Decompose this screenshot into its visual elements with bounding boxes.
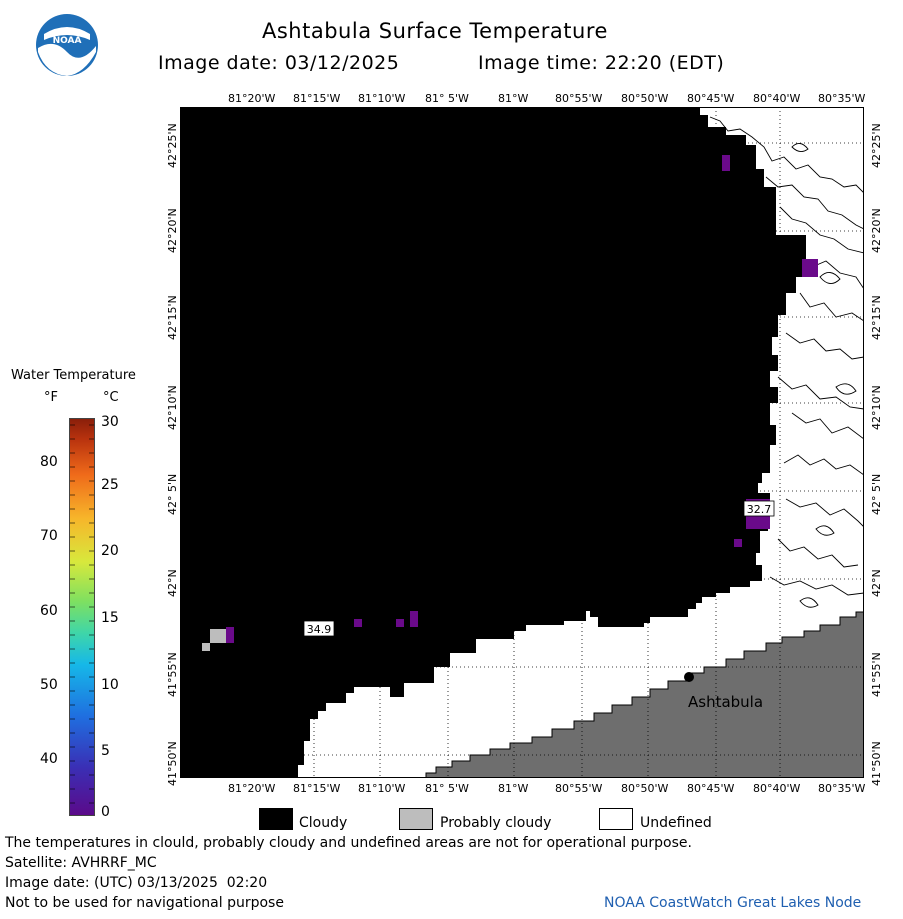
top-lon-label: 81°W xyxy=(498,92,529,105)
bottom-lon-label: 80°35'W xyxy=(818,782,866,795)
colorbar-c-tick: 15 xyxy=(101,610,119,626)
colorbar-c-tick: 10 xyxy=(101,677,119,693)
left-lat-label: 42°15'N xyxy=(166,295,179,340)
cold-water-pixel xyxy=(410,611,418,627)
value-label-32-7: 32.7 xyxy=(743,500,775,517)
bottom-lon-label: 81°10'W xyxy=(358,782,406,795)
cold-water-pixel xyxy=(802,259,818,277)
colorbar-c-tick: 25 xyxy=(101,477,119,493)
legend-label-cloudy: Cloudy xyxy=(299,815,348,831)
right-lat-label: 42°N xyxy=(870,569,883,597)
bottom-lon-label: 81°20'W xyxy=(228,782,276,795)
top-lon-label: 81°20'W xyxy=(228,92,276,105)
top-lon-label: 81°10'W xyxy=(358,92,406,105)
colorbar-title: Water Temperature xyxy=(11,368,136,383)
bottom-lon-label: 80°45'W xyxy=(687,782,735,795)
footer-satellite: Satellite: AVHRRF_MC xyxy=(5,855,157,871)
colorbar-c-tick: 5 xyxy=(101,743,110,759)
left-lat-label: 41°50'N xyxy=(166,741,179,786)
footer-credit[interactable]: NOAA CoastWatch Great Lakes Node xyxy=(604,895,862,911)
page-title: Ashtabula Surface Temperature xyxy=(262,19,608,43)
left-lat-label: 41°55'N xyxy=(166,652,179,697)
land-area xyxy=(425,611,865,779)
cold-water-pixel xyxy=(396,619,404,627)
cold-water-pixel xyxy=(722,155,730,171)
top-lon-label: 80°45'W xyxy=(687,92,735,105)
top-lon-label: 80°40'W xyxy=(753,92,801,105)
colorbar-f-tick: 60 xyxy=(40,603,58,619)
legend-label-probably-cloudy: Probably cloudy xyxy=(440,815,552,831)
left-lat-label: 42°10'N xyxy=(166,385,179,430)
legend-swatch-probably-cloudy xyxy=(399,808,433,830)
probably-cloudy-pixel xyxy=(202,643,210,651)
svg-text:32.7: 32.7 xyxy=(747,503,772,516)
left-lat-label: 42°20'N xyxy=(166,208,179,253)
footer-utc-date: Image date: (UTC) 03/13/2025 02:20 xyxy=(5,875,268,891)
cold-water-pixel xyxy=(354,619,362,627)
top-lon-label: 80°50'W xyxy=(621,92,669,105)
top-lon-label: 80°35'W xyxy=(818,92,866,105)
cloudy-area xyxy=(180,107,806,778)
colorbar-f-tick: 80 xyxy=(40,454,58,470)
right-lat-label: 41°55'N xyxy=(870,652,883,697)
left-lat-label: 42° 5'N xyxy=(166,473,179,515)
probably-cloudy-pixel xyxy=(210,629,226,643)
colorbar-c-tick: 0 xyxy=(101,804,110,820)
footer-note: The temperatures in clould, probably clo… xyxy=(5,835,692,851)
right-lat-label: 42°10'N xyxy=(870,385,883,430)
right-lat-label: 42°15'N xyxy=(870,295,883,340)
cold-water-pixel xyxy=(734,539,742,547)
colorbar-c-tick: 30 xyxy=(101,414,119,430)
svg-text:NOAA: NOAA xyxy=(53,36,82,46)
left-lat-label: 42°N xyxy=(166,569,179,597)
legend-swatch-cloudy xyxy=(259,808,293,830)
colorbar-c-tick: 20 xyxy=(101,543,119,559)
legend-swatch-undefined xyxy=(599,808,633,830)
svg-text:34.9: 34.9 xyxy=(307,623,332,636)
value-label-34-9: 34.9 xyxy=(303,620,335,637)
bottom-lon-label: 81°W xyxy=(498,782,529,795)
cold-water-pixel xyxy=(226,627,234,643)
colorbar-f-tick: 50 xyxy=(40,677,58,693)
bottom-lon-label: 80°55'W xyxy=(555,782,603,795)
colorbar-unit-c: °C xyxy=(103,390,119,405)
image-time: Image time: 22:20 (EDT) xyxy=(478,52,725,74)
city-marker[interactable] xyxy=(684,672,694,682)
image-date: Image date: 03/12/2025 xyxy=(158,52,400,74)
footer-nav-warning: Not to be used for navigational purpose xyxy=(5,895,284,911)
right-lat-label: 42°20'N xyxy=(870,208,883,253)
bottom-lon-label: 81°15'W xyxy=(293,782,341,795)
contour-lines xyxy=(709,116,865,608)
city-label: Ashtabula xyxy=(688,693,763,711)
bottom-lon-label: 81° 5'W xyxy=(425,782,469,795)
colorbar-unit-f: °F xyxy=(44,390,58,405)
left-lat-label: 42°25'N xyxy=(166,123,179,168)
top-lon-label: 81°15'W xyxy=(293,92,341,105)
noaa-logo: NOAA xyxy=(34,12,100,78)
legend-label-undefined: Undefined xyxy=(640,815,712,831)
temperature-map[interactable]: 32.7 34.9 Ashtabula xyxy=(180,107,865,779)
bottom-lon-label: 80°50'W xyxy=(621,782,669,795)
right-lat-label: 42°25'N xyxy=(870,123,883,168)
right-lat-label: 41°50'N xyxy=(870,741,883,786)
colorbar-f-tick: 70 xyxy=(40,528,58,544)
colorbar xyxy=(69,418,95,816)
bottom-lon-label: 80°40'W xyxy=(753,782,801,795)
right-lat-label: 42° 5'N xyxy=(870,473,883,515)
top-lon-label: 81° 5'W xyxy=(425,92,469,105)
top-lon-label: 80°55'W xyxy=(555,92,603,105)
colorbar-f-tick: 40 xyxy=(40,751,58,767)
